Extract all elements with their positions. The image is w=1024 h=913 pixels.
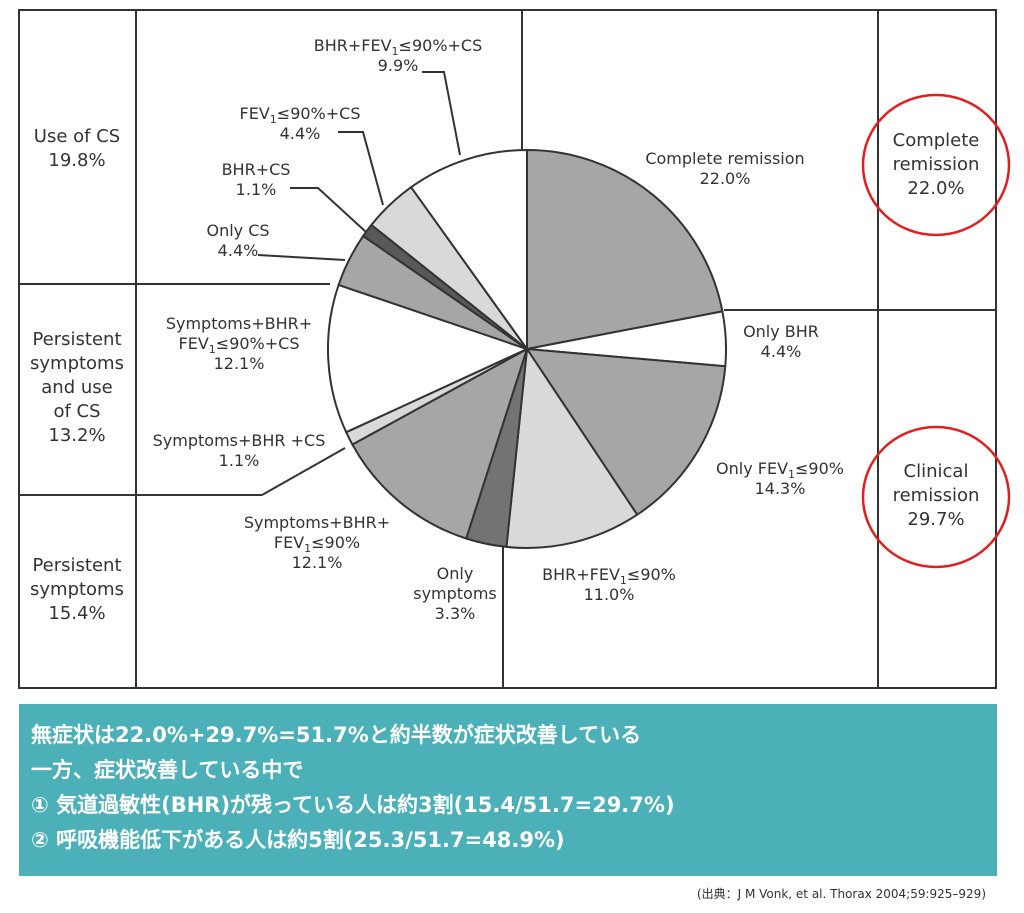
slice-label-line: 1.1% [219,451,260,470]
slice-labels: Complete remission 22.0%Only BHR 4.4%Only … [153,36,844,623]
slice-label-line: FEV1≤90% [274,533,360,555]
group-label-left-2: Persistent symptoms and use of CS 13.2% [30,329,124,446]
slice-label-10: BHR+CS 1.1% [222,160,291,199]
group-label-line: 13.2% [48,425,105,446]
left-lower-link [261,447,346,496]
leader-line-2 [338,131,384,206]
pie-slice-4 [505,348,639,549]
slice-label-line: BHR+FEV1≤90% [542,565,676,587]
highlight-circle-1 [861,93,1011,237]
slice-label-11: FEV1≤90%+CS 4.4% [240,104,361,143]
slice-label-7: Symptoms+BHR +CS 1.1% [153,431,326,470]
slice-label-line: Only FEV1≤90% [716,459,844,481]
slice-label-line: BHR+CS [222,160,291,179]
slice-label-line: Symptoms+BHR +CS [153,431,326,450]
group-label-line: Use of CS [34,126,120,147]
outer-border [18,9,997,689]
pie-slice-12 [410,149,528,350]
group-label-line: Persistent [32,329,121,350]
group-label-right-1: Complete remission 22.0% [893,130,980,199]
slice-label-line: 11.0% [584,585,635,604]
slice-label-line: FEV1≤90%+CS [179,334,300,356]
slice-label-line: 12.1% [292,553,343,572]
leader-line-4 [257,254,346,261]
group-label-line: of CS [53,401,100,422]
group-label-left-3: Persistent symptoms 15.4% [30,555,124,624]
summary-box: 無症状は22.0%+29.7%=51.7%と約半数が症状改善している 一方、症状… [19,704,997,876]
group-label-line: Persistent [32,555,121,576]
pie-slice-6 [351,348,528,540]
summary-line-3: ① 気道過敏性(BHR)が残っている人は約3割(15.4/51.7=29.7%) [31,793,675,817]
slice-label-1: Complete remission 22.0% [645,149,804,188]
group-label-line: Clinical [904,461,969,482]
group-label-line: 15.4% [48,603,105,624]
group-label-line: 29.7% [907,509,964,530]
source-citation: (出典：J M Vonk, et al. Thorax 2004;59:925–… [696,887,986,901]
slice-label-5: Only symptoms 3.3% [413,564,497,623]
slice-label-line: 12.1% [214,354,265,373]
summary-line-4: ② 呼吸機能低下がある人は約5割(25.3/51.7=48.9%) [31,828,565,852]
pie-slices [327,149,727,549]
group-label-line: Complete [893,130,980,151]
summary-line-1: 無症状は22.0%+29.7%=51.7%と約半数が症状改善している [31,723,642,747]
group-label-line: and use [41,377,112,398]
slice-label-line: 4.4% [218,241,259,260]
slice-label-line: 3.3% [435,604,476,623]
slice-label-line: 1.1% [236,180,277,199]
group-label-line: remission [893,154,980,175]
slice-label-2: Only BHR 4.4% [743,322,819,361]
group-label-left-1: Use of CS 19.8% [34,126,120,171]
group-label-line: symptoms [30,353,124,374]
highlight-circle-2 [861,425,1011,569]
slice-label-line: BHR+FEV1≤90%+CS [314,36,483,58]
slice-label-line: Only CS [206,221,269,240]
group-label-line: 22.0% [907,178,964,199]
slice-label-line: 9.9% [378,56,419,75]
slice-label-line: Symptoms+BHR+ [166,314,312,333]
leader-line-3 [290,187,367,233]
slice-label-line: Complete remission [645,149,804,168]
leader-line-1 [422,71,461,156]
highlight-circles [861,93,1011,569]
pie-chart-figure: Complete remission 22.0%Only BHR 4.4%Only … [18,9,1011,689]
slice-label-line: 22.0% [700,169,751,188]
slice-label-4: BHR+FEV1≤90% 11.0% [542,565,676,604]
slice-label-9: Only CS 4.4% [206,221,269,260]
slice-label-line: FEV1≤90%+CS [240,104,361,126]
slice-label-8: Symptoms+BHR+ FEV1≤90%+CS 12.1% [166,314,312,373]
group-label-line: 19.8% [48,150,105,171]
group-label-right-2: Clinical remission 29.7% [893,461,980,530]
group-labels: Use of CS 19.8% Persistent symptoms and use o… [30,126,979,624]
slice-label-line: 4.4% [761,342,802,361]
slice-label-line: 14.3% [755,479,806,498]
slice-label-line: 4.4% [280,124,321,143]
summary-line-2: 一方、症状改善している中で [31,758,304,782]
leader-lines [257,71,461,261]
pie-slice-1 [526,149,724,350]
slice-label-3: Only FEV1≤90% 14.3% [716,459,844,498]
group-label-line: symptoms [30,579,124,600]
slice-label-line: symptoms [413,584,497,603]
slice-label-12: BHR+FEV1≤90%+CS 9.9% [314,36,483,75]
slice-label-line: Only BHR [743,322,819,341]
slice-label-line: Only [437,564,474,583]
slice-label-line: Symptoms+BHR+ [244,513,390,532]
slice-label-6: Symptoms+BHR+ FEV1≤90% 12.1% [244,513,390,572]
pie-slice-3 [526,348,727,516]
pie-slice-8 [327,283,528,434]
group-label-line: remission [893,485,980,506]
